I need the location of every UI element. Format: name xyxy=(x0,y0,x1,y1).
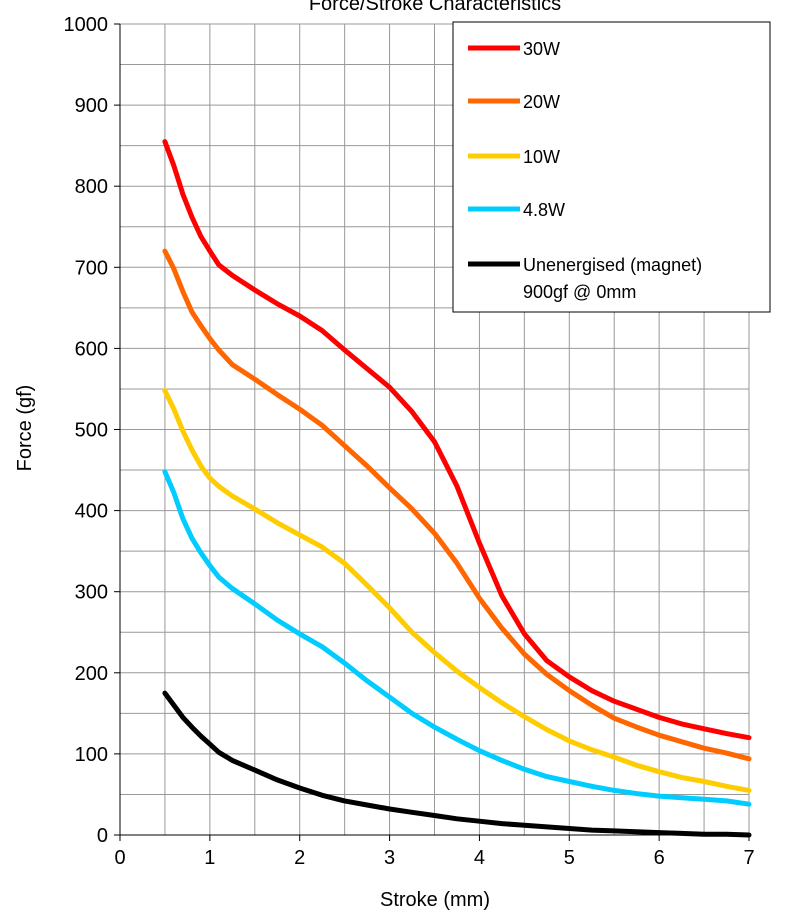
legend: 30W 20W 10W 4.8W Unenergised (magnet) 900gf … xyxy=(452,21,771,313)
series-line xyxy=(162,690,752,838)
y-tick-label: 0 xyxy=(97,825,108,847)
y-tick-label: 900 xyxy=(75,95,108,117)
legend-note: 900gf @ 0mm xyxy=(523,282,636,302)
axes xyxy=(114,23,750,841)
legend-label: 10W xyxy=(523,147,560,167)
y-tick-label: 800 xyxy=(75,176,108,198)
series-line xyxy=(162,388,752,793)
x-tick-label: 5 xyxy=(564,847,575,869)
series-line xyxy=(162,248,752,762)
x-tick-label: 6 xyxy=(654,847,665,869)
legend-label: 4.8W xyxy=(523,200,565,220)
x-tick-label: 2 xyxy=(294,847,305,869)
series-lines xyxy=(162,139,752,838)
x-tick-label: 4 xyxy=(474,847,485,869)
x-tick-label: 7 xyxy=(743,847,754,869)
legend-label: Unenergised (magnet) xyxy=(523,255,702,275)
y-tick-label: 600 xyxy=(75,338,108,360)
y-tick-label: 1000 xyxy=(64,14,109,36)
y-tick-label: 700 xyxy=(75,257,108,279)
y-tick-label: 100 xyxy=(75,744,108,766)
y-axis-title: Force (gf) xyxy=(14,385,36,472)
x-tick-label: 0 xyxy=(114,847,125,869)
y-tick-label: 500 xyxy=(75,420,108,442)
y-tick-labels: 0 100 200 300 400 500 600 700 800 900 1000 xyxy=(64,14,109,847)
chart-title: Force/Stroke Characteristics xyxy=(309,0,561,15)
y-tick-label: 200 xyxy=(75,663,108,685)
y-tick-label: 400 xyxy=(75,501,108,523)
y-tick-label: 300 xyxy=(75,582,108,604)
series-line xyxy=(162,139,752,741)
x-tick-labels: 0 1 2 3 4 5 6 7 xyxy=(114,847,754,869)
legend-label: 30W xyxy=(523,39,560,59)
series-line xyxy=(162,469,752,807)
x-tick-label: 1 xyxy=(204,847,215,869)
x-axis-title: Stroke (mm) xyxy=(380,889,490,911)
x-tick-label: 3 xyxy=(384,847,395,869)
legend-label: 20W xyxy=(523,92,560,112)
